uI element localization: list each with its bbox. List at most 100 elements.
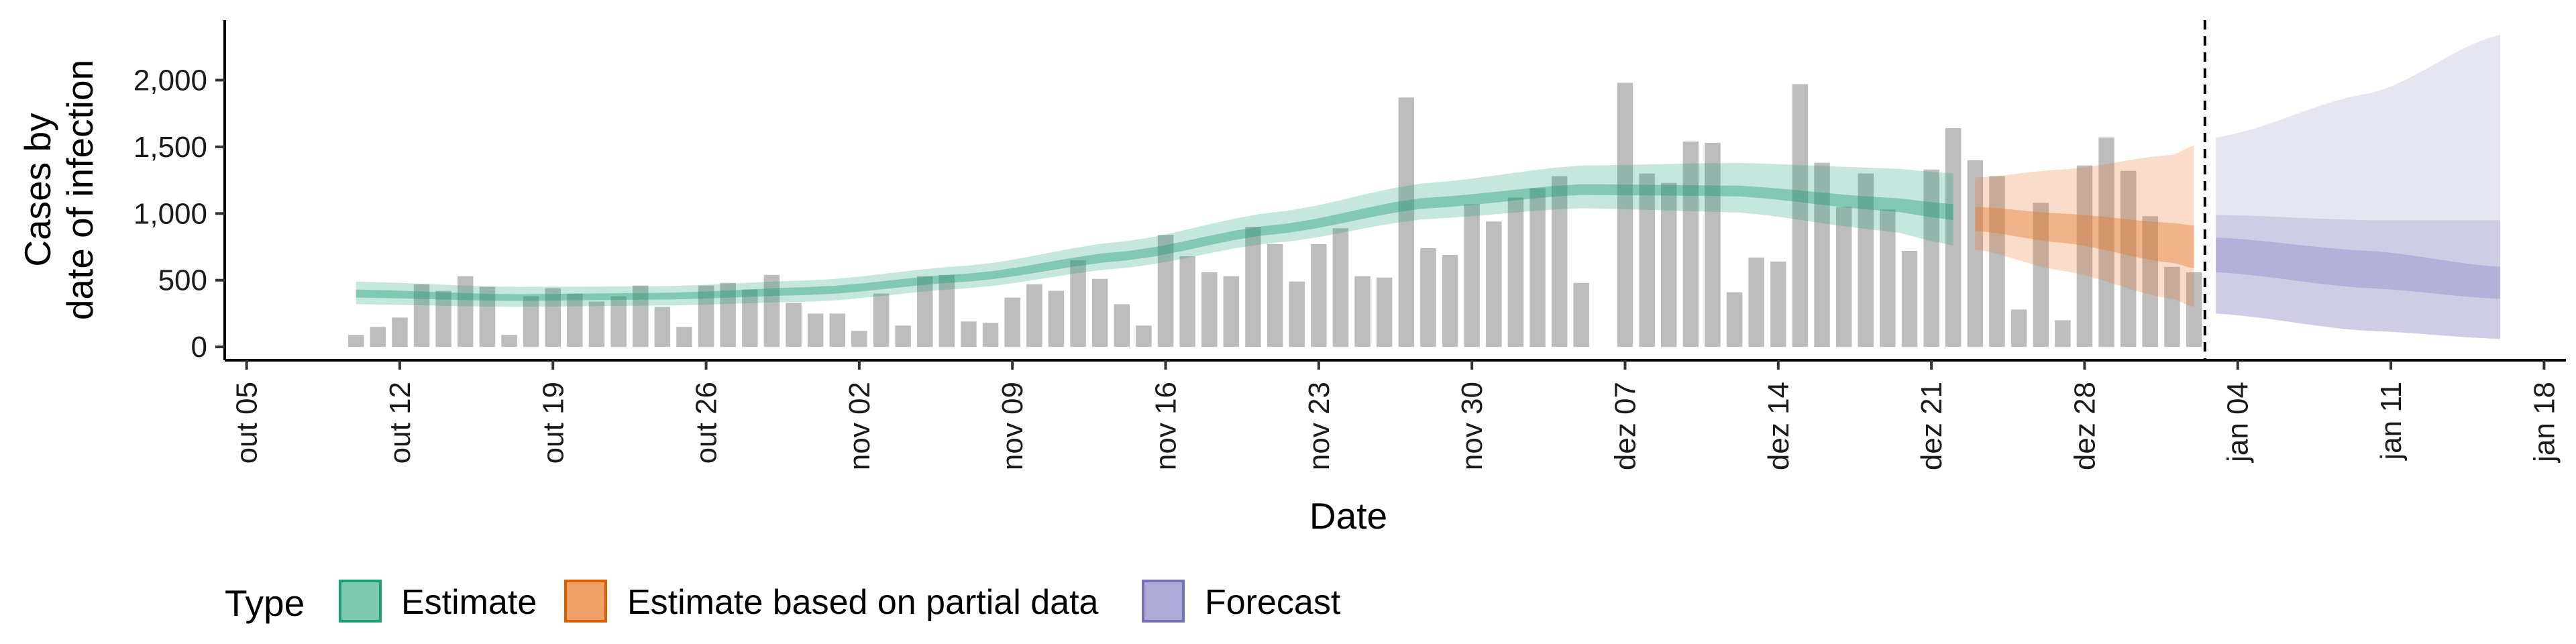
- bar: [807, 313, 824, 347]
- forecast-outer-band: [2216, 215, 2501, 339]
- legend-key-partial: [564, 580, 607, 623]
- bar: [1223, 276, 1240, 347]
- y-axis-title-line-2: date of infection: [59, 60, 101, 320]
- bar: [1114, 304, 1130, 347]
- bar: [938, 274, 955, 347]
- bar: [1398, 97, 1415, 347]
- bar: [1048, 290, 1065, 347]
- estimate-outer-band: [356, 162, 1953, 307]
- x-tick-label: dez 07: [1609, 382, 1642, 470]
- forecast-outermost-band: [2216, 34, 2501, 339]
- x-tick-label: out 05: [231, 382, 264, 464]
- bar: [370, 327, 386, 347]
- bar: [1157, 235, 1174, 347]
- bar: [1551, 176, 1568, 347]
- bar: [1661, 182, 1677, 347]
- x-ticks-layer: out 05 out 12 out 19 out 26 nov 02 nov 09 nov …: [231, 360, 2561, 470]
- bars-layer: [348, 83, 2202, 347]
- axes-layer: [223, 20, 2566, 362]
- bar: [2142, 216, 2158, 347]
- bar: [2076, 165, 2093, 347]
- x-tick-label: nov 16: [1150, 382, 1183, 470]
- x-tick-label: dez 14: [1762, 382, 1795, 470]
- bar: [1245, 227, 1261, 347]
- bar: [1573, 282, 1589, 347]
- bar: [1004, 297, 1020, 347]
- bar: [633, 285, 649, 347]
- estimate-inner-band: [356, 184, 1953, 301]
- x-axis-title: Date: [1309, 495, 1387, 537]
- bar: [1945, 128, 1962, 347]
- bar: [1464, 204, 1480, 347]
- x-tick-label: nov 23: [1303, 382, 1336, 470]
- bar: [851, 331, 867, 347]
- bar: [1529, 188, 1546, 347]
- legend-label-partial: Estimate based on partial data: [627, 583, 1099, 622]
- forecast-inner-band: [2216, 237, 2501, 299]
- bar: [458, 276, 474, 347]
- bar: [1136, 325, 1152, 347]
- legend-label-estimate: Estimate: [401, 583, 537, 622]
- x-tick-label: nov 02: [843, 382, 876, 470]
- bar: [1858, 173, 1874, 347]
- bar: [1705, 142, 1721, 347]
- y-tick-label: 500: [158, 264, 207, 297]
- bar: [895, 325, 911, 347]
- bar: [1442, 254, 1458, 347]
- bar: [2164, 266, 2180, 347]
- bar: [2033, 203, 2049, 347]
- bar: [413, 284, 430, 347]
- bar: [1923, 169, 1939, 347]
- bar: [567, 293, 583, 347]
- bar: [829, 313, 845, 347]
- bar: [917, 276, 933, 347]
- bar: [1354, 276, 1371, 347]
- bar: [2186, 272, 2202, 347]
- legend-label-forecast: Forecast: [1205, 583, 1341, 622]
- x-tick-label: nov 09: [996, 382, 1029, 470]
- bar: [479, 286, 496, 347]
- y-tick-label: 2,000: [133, 64, 207, 97]
- bands-layer: [356, 34, 2501, 339]
- legend: Type Estimate Estimate based on partial …: [225, 580, 1341, 624]
- y-tick-label: 1,000: [133, 197, 207, 230]
- bar: [654, 307, 671, 347]
- x-tick-label: jan 11: [2375, 382, 2408, 462]
- bar: [610, 296, 627, 347]
- bar: [1967, 160, 1984, 347]
- x-tick-label: out 19: [537, 382, 570, 464]
- bar: [720, 282, 736, 347]
- bar: [1026, 284, 1042, 347]
- bar: [1507, 197, 1524, 347]
- estimate-based-on-partial-data-inner-band: [1975, 207, 2194, 268]
- bar: [1070, 260, 1086, 347]
- bar: [1376, 277, 1393, 347]
- bar: [1311, 244, 1327, 347]
- x-tick-label: out 26: [690, 382, 723, 464]
- bar: [1332, 228, 1349, 347]
- bar: [1682, 141, 1699, 347]
- bar: [1639, 173, 1655, 347]
- bar: [742, 289, 758, 347]
- bar: [1201, 272, 1218, 347]
- bar: [1880, 209, 1896, 347]
- bar: [2055, 320, 2071, 347]
- bar: [501, 335, 517, 347]
- bar: [545, 288, 561, 347]
- y-axis-title-line-1: Cases by: [17, 113, 58, 267]
- legend-key-forecast: [1142, 580, 1185, 623]
- bar: [1420, 248, 1436, 347]
- bar: [1726, 292, 1743, 347]
- bar: [676, 327, 692, 347]
- bar: [1486, 221, 1502, 347]
- legend-title: Type: [225, 582, 305, 624]
- bar: [435, 290, 451, 347]
- bar: [348, 335, 364, 347]
- bar: [523, 296, 539, 347]
- x-tick-label: out 12: [384, 382, 417, 464]
- y-ticks-layer: 0 500 1,000 1,500 2,000: [133, 64, 225, 364]
- bar: [1091, 278, 1108, 347]
- x-tick-label: nov 30: [1456, 382, 1489, 470]
- bar: [1989, 176, 2005, 347]
- y-axis-title: Cases by date of infection: [17, 60, 101, 320]
